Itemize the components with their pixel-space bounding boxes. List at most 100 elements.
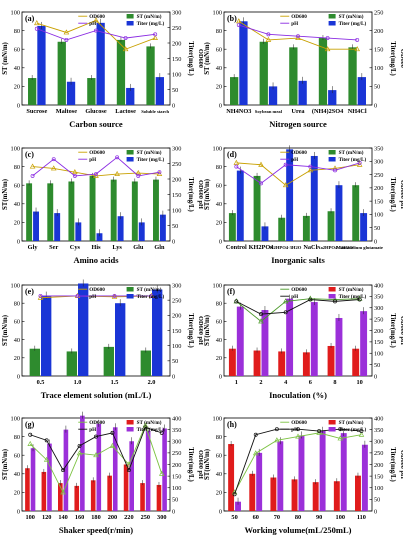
series-marker — [265, 36, 272, 42]
series-line — [234, 428, 362, 495]
legend-label: ST (mN/m) — [339, 149, 364, 156]
x-axis-label: Carbon source — [69, 119, 123, 129]
legend-label: OD600 — [291, 150, 307, 156]
left-tick-label: 40 — [216, 65, 222, 72]
legend-label: pH — [89, 294, 96, 300]
left-tick-label: 100 — [11, 282, 20, 289]
left-tick-label: 80 — [216, 434, 222, 441]
bar-titer — [37, 25, 46, 106]
bar-titer — [117, 216, 124, 241]
bar-titer — [328, 90, 337, 105]
series-marker — [94, 434, 98, 439]
right-tick-label: 200 — [172, 313, 181, 320]
series-marker — [308, 164, 313, 169]
x-tick-label: 80 — [295, 514, 301, 521]
series-marker — [307, 167, 314, 173]
bar-titer — [286, 149, 294, 241]
bar-titer — [126, 87, 135, 105]
bar-st — [68, 181, 75, 241]
left-tick-label: 100 — [213, 282, 222, 289]
series-marker — [114, 170, 120, 176]
bar-titer — [310, 155, 318, 241]
series-marker — [94, 172, 98, 176]
legend: OD600 ST (mN/m) pH Titer (mg/L) — [280, 286, 366, 300]
x-tick-label: 180 — [91, 514, 100, 521]
right-tick-label: 250 — [374, 172, 383, 179]
bar-st — [289, 47, 298, 105]
right-tick-label: 0 — [374, 102, 377, 109]
bar-st — [57, 41, 66, 105]
series-line — [236, 162, 360, 186]
series-marker — [338, 427, 343, 432]
series-marker — [296, 427, 300, 432]
y-axis-right-label: Titer(mg/L) — [389, 313, 396, 348]
left-tick-label: 40 — [216, 201, 222, 208]
bar-titer — [96, 22, 105, 106]
x-tick-label: Cys — [70, 244, 81, 251]
x-tick-label: Monosodium glutamate — [336, 245, 383, 250]
bar-st — [103, 346, 114, 376]
bar-st — [47, 183, 54, 241]
panel-frame — [223, 11, 373, 106]
y-axis-right-outer-label: OD600 pH — [197, 316, 204, 345]
bar-st — [318, 38, 328, 105]
bar-titer — [33, 211, 39, 241]
series-marker — [157, 170, 162, 175]
right-tick-label: 0 — [374, 373, 377, 380]
series-marker — [44, 438, 49, 443]
series-marker — [72, 169, 78, 175]
series-marker — [283, 310, 288, 315]
x-tick-label: 1.0 — [74, 379, 82, 386]
panel-label: (b) — [227, 14, 237, 23]
x-tick-label: Maltose — [56, 108, 78, 115]
x-tick-label: Gln — [154, 244, 165, 251]
bar-st — [348, 47, 357, 105]
series-marker — [111, 293, 118, 299]
series-marker — [259, 312, 263, 317]
x-tick-label: 1 — [235, 379, 238, 386]
legend-label: pH — [89, 427, 96, 433]
series-marker — [258, 161, 264, 167]
legend-label: OD600 — [291, 14, 307, 20]
right-tick-label: 250 — [172, 450, 181, 457]
legend-label: ST (mN/m) — [339, 13, 364, 20]
panel-d: 0 20 40 60 80 100 0 50 100 150 200 250 300 350 ST(mN/m… — [204, 145, 403, 265]
right-tick-label: 200 — [172, 176, 181, 183]
legend-label: Titer (mg/L) — [339, 426, 367, 433]
x-tick-label: 2 — [259, 379, 262, 386]
x-tick-label: (NH4)2SO4 — [312, 108, 344, 115]
legend-swatch — [126, 14, 134, 19]
x-tick-label: 250 — [141, 514, 150, 521]
left-tick-label: 20 — [216, 490, 222, 497]
left-tick-label: 40 — [14, 201, 20, 208]
right-tick-label: 0 — [374, 238, 377, 245]
series-line — [238, 24, 358, 41]
legend-swatch — [126, 287, 134, 292]
left-tick-label: 20 — [14, 355, 20, 362]
series-marker — [93, 17, 99, 23]
legend-swatch — [126, 420, 134, 425]
y-axis-right-outer-label: OD600 pH — [399, 180, 403, 209]
y-axis-left-label: ST(mN/m) — [2, 315, 9, 346]
series-line — [30, 426, 162, 472]
legend-swatch — [328, 14, 336, 19]
bar-titer — [129, 441, 134, 511]
panel-f: 0 20 40 60 80 100 0 50 100 150 200 250 300 350 400 ST(m… — [204, 282, 403, 400]
series-line — [32, 156, 160, 177]
right-tick-label: 250 — [374, 9, 383, 16]
bar-st — [278, 217, 286, 241]
right-tick-label: 50 — [172, 223, 178, 230]
left-tick-label: 80 — [14, 28, 20, 35]
right-tick-label: 300 — [374, 439, 383, 446]
x-tick-label: 1.5 — [111, 379, 119, 386]
bar-titer — [152, 289, 163, 376]
series-marker — [159, 430, 164, 435]
series-marker — [283, 162, 288, 167]
x-tick-label: 6 — [309, 379, 312, 386]
bar-st — [156, 484, 162, 511]
series-marker — [29, 163, 36, 169]
bar-st — [74, 485, 80, 511]
bar-st — [228, 348, 236, 376]
left-tick-label: 60 — [216, 47, 222, 54]
